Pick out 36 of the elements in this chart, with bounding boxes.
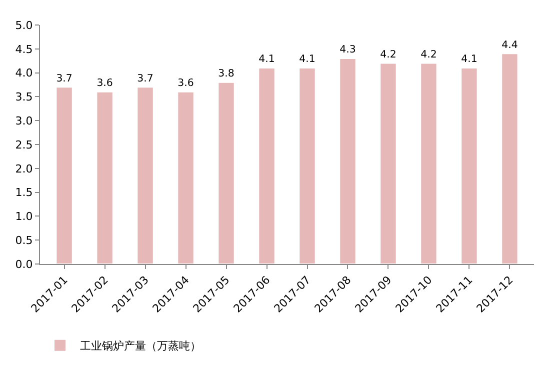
y-tick-label: 2.0 <box>15 162 33 176</box>
bar <box>420 62 438 264</box>
bar <box>298 68 316 264</box>
data-label: 4.1 <box>461 54 478 66</box>
data-label: 4.1 <box>299 54 316 66</box>
data-label: 4.4 <box>502 40 518 51</box>
data-label: 4.3 <box>340 44 356 56</box>
data-label: 3.7 <box>56 73 72 84</box>
data-label: 3.7 <box>137 73 154 84</box>
y-tick-label: 5.0 <box>15 18 33 32</box>
y-tick-label: 3.0 <box>15 114 33 128</box>
data-label: 4.1 <box>258 54 275 66</box>
y-tick-label: 0.5 <box>15 234 33 247</box>
bar <box>56 86 73 264</box>
y-tick-label: 2.5 <box>15 138 33 152</box>
data-label: 4.2 <box>380 49 396 60</box>
bar <box>339 58 356 264</box>
bar <box>177 91 194 264</box>
bar <box>460 68 478 264</box>
y-tick-label: 4.0 <box>15 66 33 80</box>
data-label: 3.6 <box>178 78 194 90</box>
data-label: 3.6 <box>96 78 113 90</box>
y-tick-label: 0.0 <box>15 258 33 271</box>
legend-label: 工业锅炉产量（万蒸吨） <box>80 340 201 353</box>
bar <box>501 53 518 264</box>
data-label: 4.2 <box>420 49 437 60</box>
y-tick-label: 3.5 <box>15 90 33 104</box>
bar <box>258 68 276 264</box>
bar <box>96 91 114 264</box>
data-label: 3.8 <box>218 68 234 80</box>
bar <box>136 86 154 264</box>
y-tick-label: 1.0 <box>15 210 33 224</box>
y-tick-label: 1.5 <box>15 186 33 200</box>
bar <box>218 82 235 264</box>
bar <box>380 62 397 264</box>
y-tick-label: 4.5 <box>15 42 33 56</box>
